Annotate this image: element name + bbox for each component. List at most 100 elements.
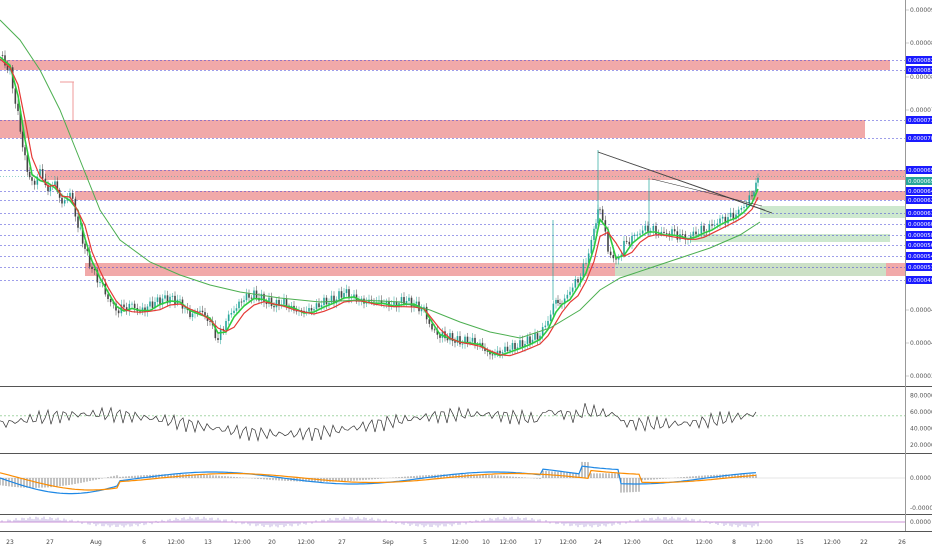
candle-body [511, 342, 514, 350]
candle-body [17, 103, 19, 112]
candle-body [61, 197, 63, 204]
time-axis-label: 12:00 [297, 539, 314, 546]
level-tag-label: 0.0000544 [908, 254, 932, 260]
candle-body [222, 328, 225, 331]
candle-body [128, 303, 131, 312]
time-axis-label: 13 [204, 539, 212, 546]
ma-fast-line [0, 56, 759, 357]
candle-body [360, 298, 363, 301]
candle-body [201, 310, 204, 313]
supply-demand-zones [0, 60, 905, 276]
candle-body [484, 348, 486, 351]
candle-body [56, 181, 59, 190]
candle-body [531, 339, 534, 344]
level-tag [906, 209, 932, 217]
time-axis-label: 26 [898, 539, 906, 546]
time-axis-label: 12:00 [499, 539, 516, 546]
level-tag-label: 0.0000497 [908, 278, 932, 284]
candle-body [748, 195, 751, 205]
price-label: 0.0000750 [910, 107, 932, 114]
candle-body [123, 304, 125, 308]
demand-zone [760, 206, 905, 218]
candle-body [615, 258, 617, 260]
candle-body [569, 291, 571, 295]
price-levels [0, 60, 905, 281]
level-tag-label: 0.0000827 [908, 58, 932, 64]
candle-body [516, 347, 519, 350]
candle-body [86, 248, 89, 252]
supply-zone [75, 191, 905, 200]
candle-body [41, 169, 44, 179]
time-axis-label: 12:00 [695, 539, 712, 546]
candle-body [184, 307, 186, 309]
time-axis-label: Oct [663, 539, 674, 546]
candle-body [156, 297, 159, 302]
level-tag [906, 252, 932, 260]
time-axis-label: 10 [482, 539, 490, 546]
candle-body [681, 234, 684, 235]
candle-body [275, 299, 278, 308]
candle-body [79, 227, 82, 229]
candle-body [660, 231, 663, 235]
candle-body [436, 329, 439, 335]
candle-body [235, 308, 238, 311]
current-price-tag-label: 0.0000657 [908, 179, 932, 185]
candle-body [115, 303, 117, 311]
candle-body [84, 243, 86, 249]
level-tag-label: 0.0000659 [908, 168, 932, 174]
candle-body [104, 283, 107, 295]
candle-body [521, 340, 524, 348]
price-axis[interactable]: 0.00009000.00008500.00008000.00007500.00… [905, 7, 932, 380]
candle-body [36, 176, 39, 185]
candle-body [716, 223, 719, 225]
candle-body [566, 294, 569, 299]
candle-body [283, 298, 285, 305]
candle-body [6, 65, 9, 71]
time-axis-label: 12:00 [233, 539, 250, 546]
candle-body [81, 227, 84, 244]
level-tag-label: 0.0000736 [908, 118, 932, 124]
rsi-axis-label: 40.0000 [910, 425, 932, 432]
candle-body [549, 314, 552, 321]
rsi-pane: 80.0000 60.0000 40.0000 20.0000 [0, 392, 932, 449]
level-tag-label: 0.0000518 [908, 265, 932, 271]
candle-body [131, 303, 133, 305]
candle-body [491, 354, 494, 356]
candle-body [333, 295, 335, 304]
candle-body [313, 309, 315, 311]
candle-body [737, 209, 740, 215]
candle-body [745, 204, 748, 208]
candle-body [529, 336, 531, 344]
candle-body [191, 313, 194, 318]
candle-body [310, 308, 313, 311]
candle-body [219, 328, 222, 340]
level-tag [906, 116, 932, 124]
candle-body [724, 216, 727, 224]
candle-body [159, 297, 161, 305]
candle-body [285, 298, 288, 306]
level-tag-label: 0.0000585 [908, 233, 932, 239]
candle-body [534, 333, 536, 340]
candle-body [506, 346, 509, 352]
macd-axis-label: 0.0000 [910, 475, 931, 482]
candle-body [345, 289, 348, 294]
price-label: 0.0000900 [910, 7, 932, 14]
candle-body [514, 342, 516, 350]
candle-body [439, 334, 441, 338]
candle-body [204, 312, 206, 316]
candle-body [655, 225, 657, 235]
level-tag-label: 0.0000612 [908, 211, 932, 217]
candle-body [539, 335, 541, 340]
supply-zone [0, 60, 890, 70]
level-tag-label: 0.0000565 [908, 243, 932, 249]
time-axis-label: 15 [796, 539, 804, 546]
candle-body [474, 337, 476, 345]
price-label: 0.0000850 [910, 40, 932, 47]
candle-body [149, 301, 151, 307]
time-axis[interactable]: 23 27 Aug 6 12:00 13 12:00 20 12:00 27 Sep 5 12:00 10… [6, 539, 906, 546]
candle-body [471, 337, 474, 342]
candle-body [408, 297, 410, 301]
candle-body [71, 192, 74, 199]
candle-body [663, 231, 665, 234]
